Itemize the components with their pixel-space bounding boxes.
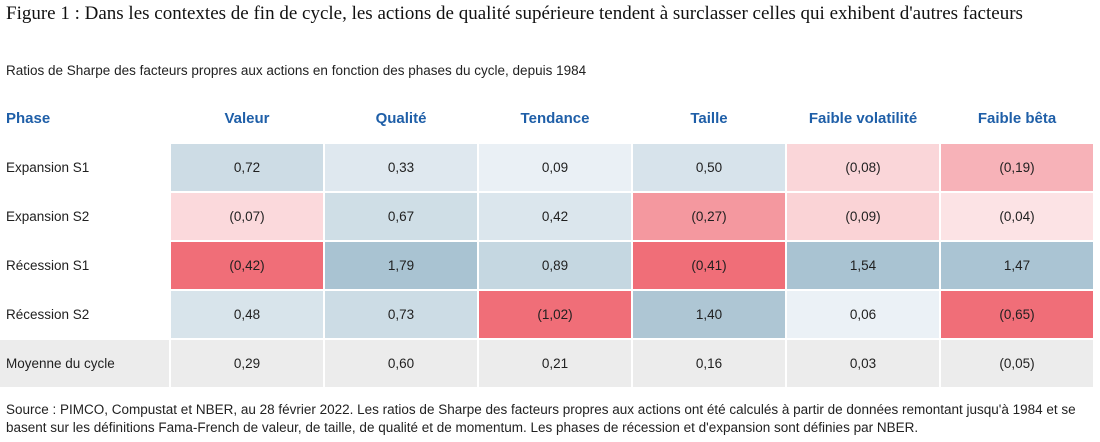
source-note: Source : PIMCO, Compustat et NBER, au 28… — [6, 402, 1076, 435]
table-cell: (0,05) — [940, 338, 1095, 387]
table-cell: (0,07) — [170, 191, 325, 241]
row-label: Moyenne du cycle — [0, 338, 171, 387]
table-cell: 0,06 — [786, 289, 941, 339]
table-cell: (1,02) — [478, 289, 633, 339]
table-cell: (0,41) — [632, 240, 787, 290]
table-cell: 0,29 — [170, 338, 325, 387]
table-cell: 0,67 — [324, 191, 479, 241]
table-cell: 0,42 — [478, 191, 633, 241]
column-header-faible-volatilite: Faible volatilité — [808, 110, 918, 127]
table-cell: 1,54 — [786, 240, 941, 290]
table-cell: (0,65) — [940, 289, 1095, 339]
table-cell: (0,42) — [170, 240, 325, 290]
sharpe-ratio-table: Phase Valeur Qualité Tendance Taille Fai… — [0, 95, 1095, 387]
table-cell: 1,40 — [632, 289, 787, 339]
table-cell: (0,19) — [940, 142, 1095, 192]
column-header-tendance: Tendance — [520, 110, 590, 127]
header-row: Phase Valeur Qualité Tendance Taille Fai… — [0, 95, 1094, 143]
row-label: Expansion S1 — [0, 142, 171, 192]
table-cell: 0,09 — [478, 142, 633, 192]
row-label: Récession S1 — [0, 240, 171, 290]
row-label: Expansion S2 — [0, 191, 171, 241]
table-row: Récession S2 0,48 0,73 (1,02) 1,40 0,06 … — [0, 289, 1095, 339]
table-cell: 0,03 — [786, 338, 941, 387]
table-row: Expansion S2 (0,07) 0,67 0,42 (0,27) (0,… — [0, 191, 1095, 241]
table-cell: 0,16 — [632, 338, 787, 387]
table-cell: 0,73 — [324, 289, 479, 339]
table-row: Expansion S1 0,72 0,33 0,09 0,50 (0,08) … — [0, 142, 1095, 192]
figure-title: Figure 1 : Dans les contextes de fin de … — [6, 3, 1023, 24]
table-cell: (0,09) — [786, 191, 941, 241]
table-cell: 0,89 — [478, 240, 633, 290]
column-header-faible-beta: Faible bêta — [977, 110, 1057, 127]
table-cell: 1,47 — [940, 240, 1095, 290]
column-header-taille: Taille — [690, 110, 728, 127]
average-row: Moyenne du cycle 0,29 0,60 0,21 0,16 0,0… — [0, 338, 1095, 387]
column-header-valeur: Valeur — [224, 110, 270, 127]
table-cell: 0,48 — [170, 289, 325, 339]
figure-subtitle: Ratios de Sharpe des facteurs propres au… — [6, 63, 587, 78]
column-header-qualite: Qualité — [375, 110, 427, 127]
table-cell: (0,08) — [786, 142, 941, 192]
table-cell: 0,33 — [324, 142, 479, 192]
table-cell: 0,50 — [632, 142, 787, 192]
table-cell: 0,21 — [478, 338, 633, 387]
table-cell: (0,04) — [940, 191, 1095, 241]
table-cell: 0,60 — [324, 338, 479, 387]
table-cell: (0,27) — [632, 191, 787, 241]
column-header-phase: Phase — [6, 110, 51, 127]
table-row: Récession S1 (0,42) 1,79 0,89 (0,41) 1,5… — [0, 240, 1095, 290]
table-cell: 0,72 — [170, 142, 325, 192]
row-label: Récession S2 — [0, 289, 171, 339]
table-cell: 1,79 — [324, 240, 479, 290]
